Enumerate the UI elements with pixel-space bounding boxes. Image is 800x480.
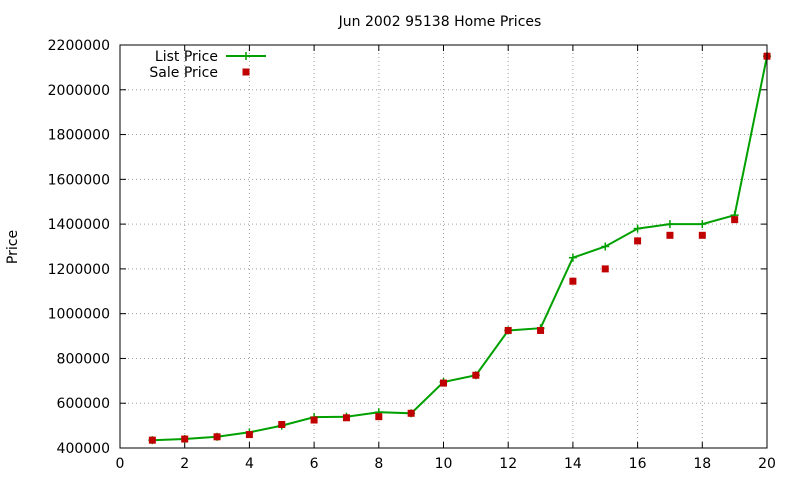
- sale-price-point: [245, 431, 253, 439]
- x-tick-label: 12: [499, 456, 517, 472]
- plot-frame: [119, 44, 768, 449]
- plot-marks: [148, 52, 771, 445]
- grid: [120, 45, 767, 448]
- sale-price-point: [181, 435, 189, 443]
- sale-price-point: [278, 420, 286, 428]
- sale-price-point: [440, 379, 447, 387]
- sale-price-point: [698, 231, 706, 239]
- list-price-line: [152, 56, 768, 442]
- y-tick-label: 400000: [57, 441, 110, 457]
- sale-price-point: [666, 231, 674, 239]
- legend-marker-sale-price: [242, 68, 250, 76]
- list-price-point: [665, 220, 674, 229]
- list-price-point: [698, 220, 707, 229]
- sale-price-point: [310, 416, 318, 424]
- y-tick-label: 1400000: [48, 217, 110, 233]
- y-tick-label: 2200000: [48, 38, 110, 54]
- chart-title: Jun 2002 95138 Home Prices: [338, 14, 542, 30]
- axis-ticks: 0 2 4 6 8 10 12 14 16 18 20 400000 600000 800000 10000…: [48, 38, 776, 472]
- sale-price-point: [569, 277, 577, 285]
- sale-price-point: [342, 414, 350, 422]
- y-axis-label: Price: [5, 230, 21, 264]
- sale-price-point: [601, 265, 609, 273]
- legend-marker-list-price: [242, 52, 250, 60]
- legend-label-list-price: List Price: [155, 49, 218, 65]
- y-tick-label: 1200000: [48, 262, 110, 278]
- list-price-point: [568, 253, 577, 262]
- sale-price-point: [472, 371, 480, 379]
- sale-price-point: [375, 413, 383, 421]
- x-tick-label: 6: [310, 456, 319, 472]
- x-tick-label: 14: [564, 456, 582, 472]
- sale-price-point: [148, 436, 156, 444]
- x-tick-label: 18: [693, 456, 711, 472]
- legend-label-sale-price: Sale Price: [149, 65, 218, 81]
- y-tick-label: 1600000: [48, 172, 110, 188]
- y-tick-label: 1800000: [48, 128, 110, 144]
- x-tick-label: 8: [374, 456, 383, 472]
- x-tick-label: 10: [435, 456, 453, 472]
- sale-price-point: [213, 433, 221, 441]
- sale-price-point: [731, 216, 739, 224]
- y-tick-label: 600000: [57, 396, 110, 412]
- sale-price-point: [407, 409, 415, 417]
- sale-price-point: [537, 326, 545, 334]
- x-tick-label: 20: [758, 456, 776, 472]
- x-tick-label: 4: [245, 456, 254, 472]
- sale-price-point: [634, 237, 642, 245]
- sale-price-point: [504, 326, 512, 334]
- x-tick-label: 2: [180, 456, 189, 472]
- list-price-point: [633, 224, 642, 233]
- y-tick-label: 2000000: [48, 83, 110, 99]
- x-tick-label: 16: [629, 456, 647, 472]
- x-tick-label: 0: [116, 456, 125, 472]
- y-tick-label: 800000: [57, 351, 110, 367]
- list-price-point: [601, 242, 610, 251]
- y-tick-label: 1000000: [48, 307, 110, 323]
